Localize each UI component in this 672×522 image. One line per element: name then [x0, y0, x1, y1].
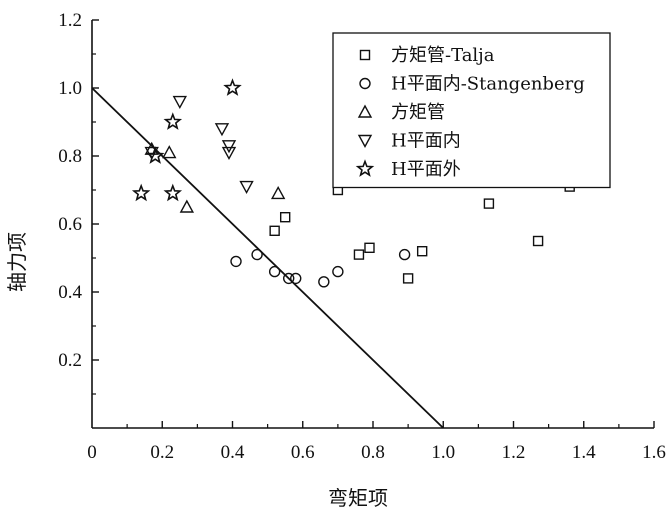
data-points: [131, 78, 575, 288]
legend: 方矩管-Talja H平面内-Stangenberg 方矩管 H平面内 H平面外: [332, 32, 611, 189]
data-point-triangle-down: [172, 95, 187, 110]
y-tick-label: 1.0: [58, 78, 82, 99]
data-point-square: [416, 245, 428, 257]
data-point-circle: [230, 255, 242, 268]
data-point-triangle-up: [270, 185, 286, 200]
y-tick-label: 1.2: [58, 10, 82, 31]
data-point-square: [402, 273, 414, 284]
y-axis-title: 轴力项: [5, 232, 29, 292]
data-point-circle: [332, 265, 344, 278]
data-point-square: [279, 211, 291, 223]
data-point-triangle-down: [221, 146, 237, 161]
data-point-circle: [398, 248, 411, 261]
y-tick-label: 0.4: [58, 282, 82, 303]
data-point-circle: [251, 248, 263, 261]
data-point-triangle-up: [179, 199, 195, 213]
data-point-circle: [283, 272, 295, 285]
x-tick-label: 1.2: [502, 442, 526, 463]
data-point-square: [353, 249, 365, 260]
x-tick-label: 1.6: [642, 442, 666, 463]
legend-marker-circle: [359, 77, 371, 90]
x-tick-label: 0.2: [150, 442, 174, 463]
data-point-circle: [290, 272, 302, 285]
legend-label: H平面内: [391, 131, 461, 152]
x-tick-label: 0.8: [361, 442, 385, 463]
data-point-triangle-down: [221, 140, 237, 154]
x-tick-label: 1.4: [572, 442, 596, 463]
legend-marker-star: [355, 159, 375, 177]
data-point-star: [223, 78, 242, 96]
x-axis-title: 弯矩项: [328, 486, 388, 510]
legend-marker-triangle-up: [357, 104, 373, 118]
data-point-square: [532, 235, 544, 247]
x-tick-label: 0.6: [291, 442, 315, 463]
data-point-square: [269, 225, 280, 237]
x-tick-label: 0.4: [221, 442, 245, 463]
x-tick-label: 1.0: [431, 442, 455, 463]
data-point-triangle-down: [239, 180, 254, 195]
data-point-circle: [268, 265, 281, 278]
legend-label: H平面内-Stangenberg: [391, 74, 585, 95]
y-tick-label: 0.2: [58, 350, 82, 371]
y-axis-ticks: 0.2 0.4 0.6 0.8 1.0 1.2: [58, 10, 99, 395]
data-point-square: [364, 242, 375, 254]
data-point-star: [163, 183, 183, 202]
data-point-square: [483, 198, 495, 209]
legend-marker-triangle-down: [357, 134, 373, 148]
x-tick-label: 0: [87, 442, 97, 463]
data-point-star: [163, 112, 183, 130]
y-tick-label: 0.6: [58, 214, 82, 235]
y-tick-label: 0.8: [58, 146, 82, 167]
data-point-triangle-down: [214, 123, 230, 137]
legend-box: [332, 32, 611, 189]
data-point-star: [145, 146, 165, 164]
legend-label: H平面外: [391, 159, 461, 180]
legend-marker-square: [359, 49, 371, 61]
legend-label: 方矩管-Talja: [391, 45, 495, 66]
data-point-star: [131, 183, 151, 202]
data-point-triangle-up: [162, 145, 177, 159]
legend-label: 方矩管: [391, 102, 445, 123]
data-point-circle: [318, 276, 330, 288]
x-axis-ticks: 0 0.2 0.4 0.6 0.8 1.0 1.2 1.4 1.6: [87, 421, 666, 463]
